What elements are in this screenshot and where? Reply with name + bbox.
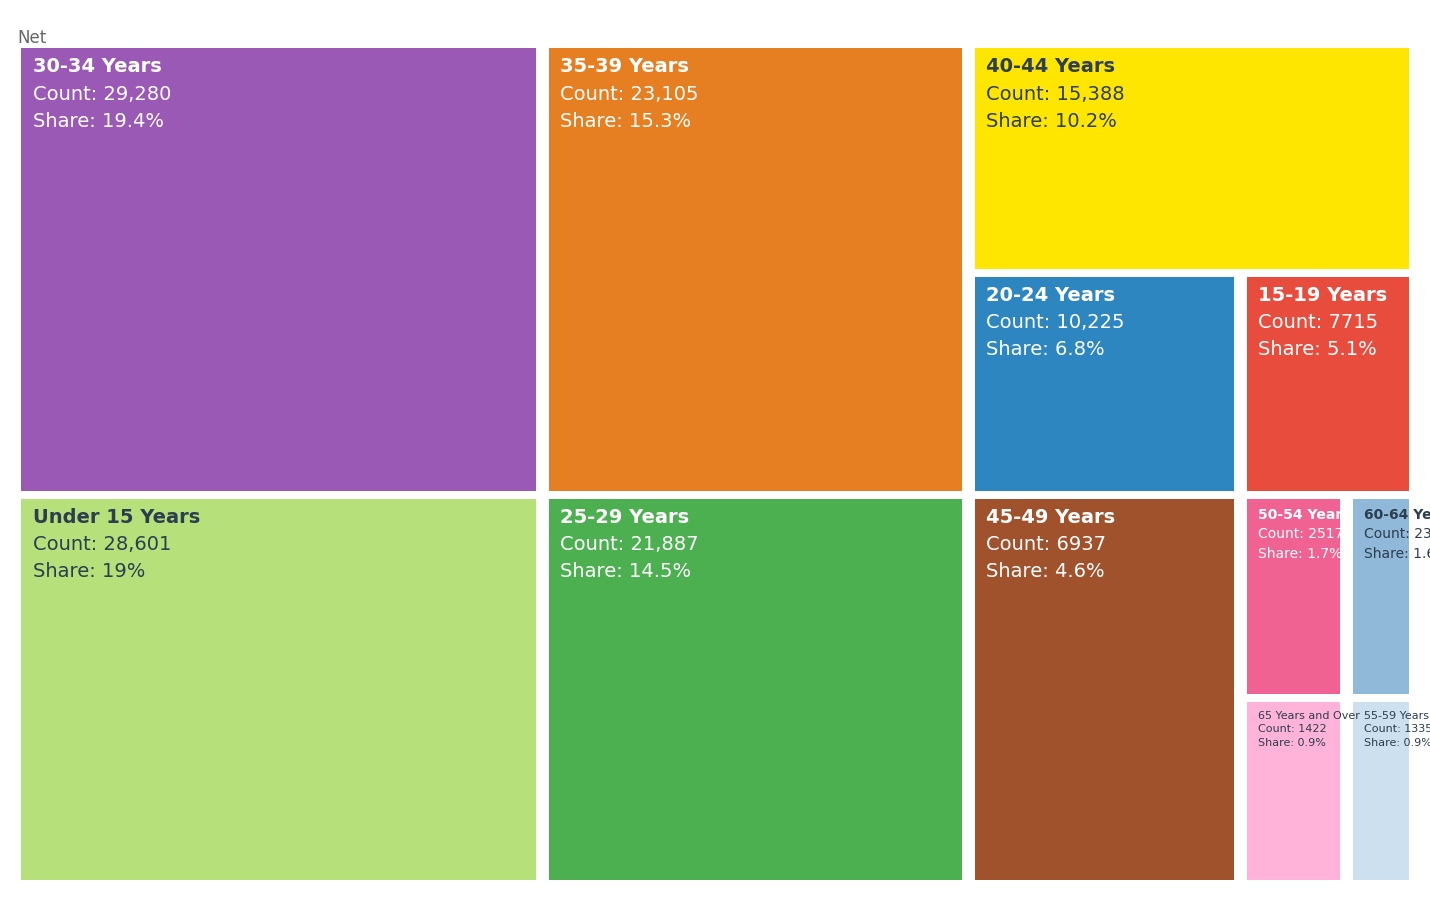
Bar (1247, 499, 1340, 694)
Text: 50-54 Years: 50-54 Years (1258, 508, 1351, 521)
Text: Net: Net (17, 29, 46, 47)
Bar (1353, 703, 1409, 880)
Text: Count: 29,280: Count: 29,280 (33, 85, 172, 104)
Text: 25-29 Years: 25-29 Years (561, 508, 689, 527)
Bar (1353, 499, 1409, 694)
Text: Share: 1.6%: Share: 1.6% (1364, 547, 1430, 561)
Bar (1247, 277, 1409, 490)
Bar (549, 499, 962, 880)
Text: Share: 14.5%: Share: 14.5% (561, 562, 692, 581)
Text: 40-44 Years: 40-44 Years (987, 57, 1115, 76)
Text: 20-24 Years: 20-24 Years (987, 286, 1115, 305)
Bar (975, 277, 1234, 490)
Text: 65 Years and Over
Count: 1422
Share: 0.9%: 65 Years and Over Count: 1422 Share: 0.9… (1258, 712, 1360, 748)
Text: Share: 10.2%: Share: 10.2% (987, 112, 1117, 131)
Text: Share: 19%: Share: 19% (33, 562, 146, 581)
Text: Share: 4.6%: Share: 4.6% (987, 562, 1105, 581)
Text: Count: 6937: Count: 6937 (987, 535, 1107, 554)
Bar (549, 48, 962, 490)
Text: Count: 2517: Count: 2517 (1258, 527, 1344, 541)
Bar (975, 499, 1234, 880)
Text: Under 15 Years: Under 15 Years (33, 508, 200, 527)
Text: 35-39 Years: 35-39 Years (561, 57, 689, 76)
Text: Count: 21,887: Count: 21,887 (561, 535, 699, 554)
Text: Share: 6.8%: Share: 6.8% (987, 340, 1105, 359)
Text: Count: 23,105: Count: 23,105 (561, 85, 699, 104)
Text: Share: 19.4%: Share: 19.4% (33, 112, 164, 131)
Text: Share: 5.1%: Share: 5.1% (1258, 340, 1377, 359)
Bar (21, 48, 536, 490)
Text: Count: 10,225: Count: 10,225 (987, 313, 1124, 332)
Text: Count: 7715: Count: 7715 (1258, 313, 1379, 332)
Bar (1247, 703, 1340, 880)
Text: Count: 15,388: Count: 15,388 (987, 85, 1125, 104)
Text: Count: 28,601: Count: 28,601 (33, 535, 172, 554)
Text: 60-64 Years: 60-64 Years (1364, 508, 1430, 521)
Text: Share: 1.7%: Share: 1.7% (1258, 547, 1343, 561)
Bar (21, 499, 536, 880)
Text: Count: 2387: Count: 2387 (1364, 527, 1430, 541)
Bar (975, 48, 1409, 268)
Text: 30-34 Years: 30-34 Years (33, 57, 162, 76)
Text: Share: 15.3%: Share: 15.3% (561, 112, 692, 131)
Text: 45-49 Years: 45-49 Years (987, 508, 1115, 527)
Text: 55-59 Years
Count: 1335
Share: 0.9%: 55-59 Years Count: 1335 Share: 0.9% (1364, 712, 1430, 748)
Text: 15-19 Years: 15-19 Years (1258, 286, 1387, 305)
